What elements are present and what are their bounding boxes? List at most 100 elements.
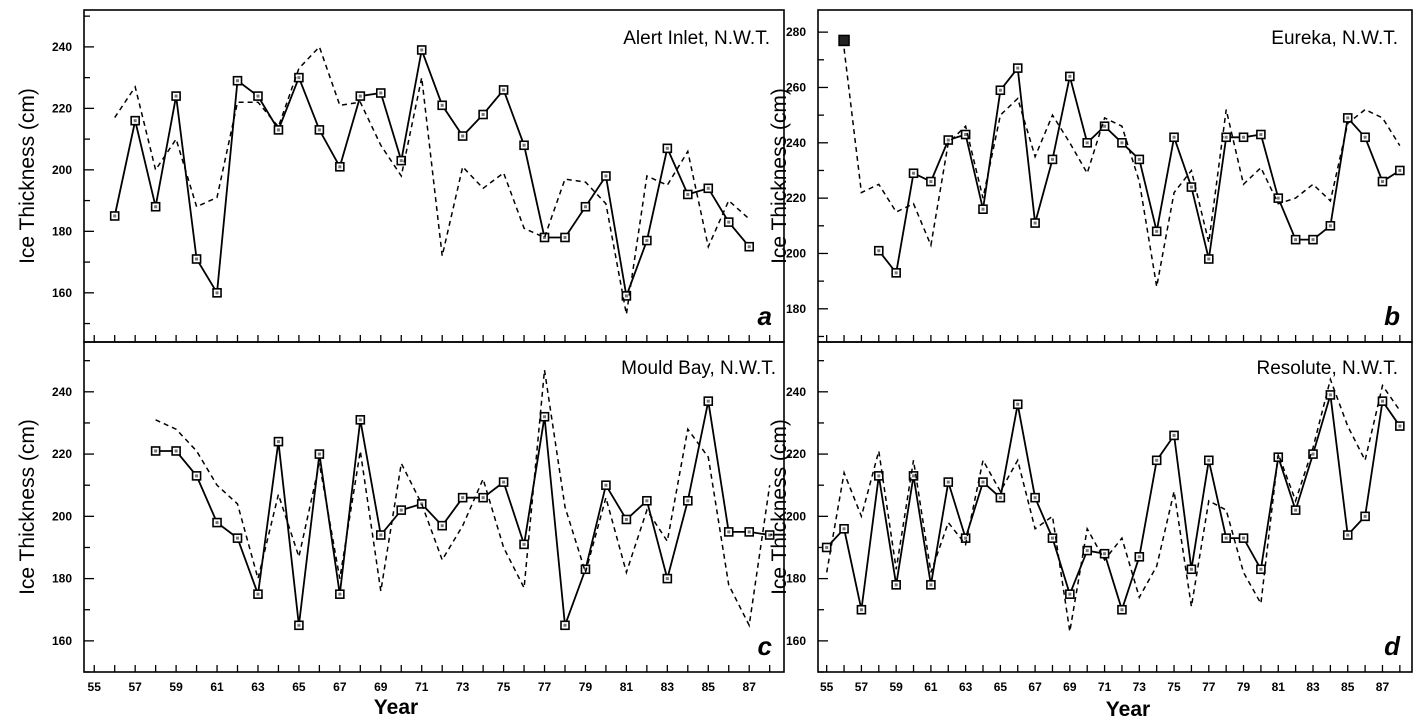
panel-letter: c (758, 631, 773, 661)
y-axis-label: Ice Thickness (cm) (16, 419, 39, 595)
x-tick-label: 77 (1202, 680, 1216, 694)
data-point-core (859, 608, 863, 612)
series-line-dashed (843, 48, 1401, 287)
data-point-core (1033, 221, 1037, 225)
data-point-core (420, 48, 424, 52)
x-tick-label: 71 (1098, 680, 1112, 694)
data-point-core (1137, 555, 1141, 559)
data-point-core (665, 146, 669, 150)
data-point-core (894, 271, 898, 275)
y-tick-label: 200 (52, 163, 72, 177)
data-point-core (1050, 157, 1054, 161)
data-point-core (1172, 433, 1176, 437)
data-point-core (1068, 592, 1072, 596)
y-axis-label: Ice Thickness (cm) (768, 88, 791, 264)
x-axis-label-right: Year (1106, 698, 1150, 719)
y-tick-label: 200 (786, 509, 806, 523)
data-point-core (1398, 168, 1402, 172)
x-tick-label: 55 (88, 680, 102, 694)
data-point-core (1189, 567, 1193, 571)
y-axis-label: Ice Thickness (cm) (768, 419, 791, 595)
data-point-core (894, 583, 898, 587)
plot-frame (817, 9, 1413, 343)
x-tick-label: 61 (924, 680, 938, 694)
station-label: Resolute, N.W.T. (1257, 358, 1399, 379)
series-line-dashed (114, 45, 750, 315)
data-point-core (461, 134, 465, 138)
x-tick-label: 67 (1028, 680, 1042, 694)
x-tick-label: 85 (1341, 680, 1355, 694)
data-point-core (998, 496, 1002, 500)
y-tick-label: 240 (786, 136, 806, 150)
x-tick-label: 81 (620, 680, 634, 694)
data-point-core (877, 249, 881, 253)
data-point-core (583, 567, 587, 571)
data-point-core (706, 399, 710, 403)
x-tick-label: 79 (579, 680, 593, 694)
x-tick-label: 67 (333, 680, 347, 694)
data-point-core (686, 499, 690, 503)
data-point-core (1120, 608, 1124, 612)
y-tick-label: 240 (52, 40, 72, 54)
x-tick-label: 73 (1133, 680, 1147, 694)
data-point-core (256, 94, 260, 98)
y-tick-label: 200 (786, 246, 806, 260)
data-point-core (154, 449, 158, 453)
data-point-core (502, 480, 506, 484)
y-tick-label: 220 (786, 191, 806, 205)
data-point-filled (838, 34, 850, 47)
x-tick-label: 79 (1237, 680, 1251, 694)
data-point-core (481, 113, 485, 117)
y-tick-label: 160 (52, 286, 72, 300)
data-point-core (604, 174, 608, 178)
data-point-core (604, 483, 608, 487)
data-point-core (686, 192, 690, 196)
plot-frame (83, 341, 785, 673)
data-point-core (1276, 196, 1280, 200)
data-point-core (1294, 508, 1298, 512)
data-point-core (912, 474, 916, 478)
x-tick-label: 59 (889, 680, 903, 694)
data-point-core (665, 577, 669, 581)
data-point-core (1207, 257, 1211, 261)
x-tick-label: 87 (743, 680, 757, 694)
data-point-core (1137, 157, 1141, 161)
data-point-core (1155, 458, 1159, 462)
panel-eureka: 180 200 220 240 260 280 Ice Thickness (cm) Eure… (768, 9, 1413, 343)
data-point-core (502, 88, 506, 92)
data-point-core (1189, 185, 1193, 189)
data-point-core (981, 207, 985, 211)
data-point-core (1311, 238, 1315, 242)
data-point-core (1398, 424, 1402, 428)
data-point-core (1103, 552, 1107, 556)
data-point-core (215, 291, 219, 295)
data-point-core (1346, 116, 1350, 120)
y-tick-label: 180 (786, 572, 806, 586)
data-point-core (317, 128, 321, 132)
data-point-core (1363, 135, 1367, 139)
x-tick-label: 63 (959, 680, 973, 694)
data-point-core (440, 103, 444, 107)
y-tick-label: 240 (786, 385, 806, 399)
x-tick-label: 75 (1167, 680, 1181, 694)
series-line-solid (113, 46, 750, 300)
panel-alert-inlet: 160 180 200 220 240 Ice Thickness (cm) Alert I… (16, 9, 785, 343)
series-line-dashed (825, 376, 1401, 632)
y-tick-label: 180 (52, 572, 72, 586)
data-point-core (543, 415, 547, 419)
series-line-solid (878, 65, 1401, 275)
x-tick-label: 55 (820, 680, 834, 694)
x-tick-label: 57 (128, 680, 142, 694)
data-point-core (522, 542, 526, 546)
data-point-core (1085, 549, 1089, 553)
y-tick-label: 180 (52, 224, 72, 238)
panel-mould-bay: 160 180 200 220 240 55 57 59 61 63 65 67 69 71 73 75 77 7… (16, 341, 785, 694)
data-point-core (1380, 399, 1384, 403)
panel-resolute: 160 180 200 220 240 55 57 59 61 63 65 67 69 71 73 75 77 7… (768, 341, 1413, 694)
data-point-core (747, 530, 751, 534)
data-point-core (276, 440, 280, 444)
x-tick-label: 65 (994, 680, 1008, 694)
data-point-core (929, 583, 933, 587)
data-point-core (1085, 141, 1089, 145)
data-point-core (338, 165, 342, 169)
